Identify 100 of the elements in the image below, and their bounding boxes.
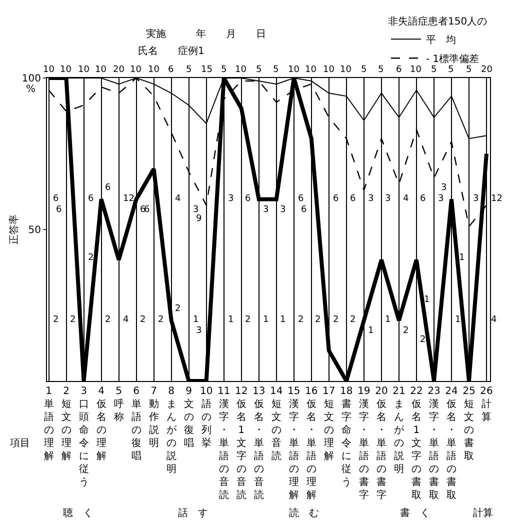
x-tick-label: 9 文の復唱 [184,386,194,449]
annotation: 6 [105,183,111,193]
text: 5 [378,65,384,75]
text: 10 [235,65,247,75]
x-tick-label: 5 呼称 [114,386,124,423]
annotation: 9 [196,214,202,224]
category-label: 15 漢字・単語の理解 [288,386,300,501]
annotation: 2 [105,315,111,325]
text: 10 [60,65,72,75]
category-label: 19 漢字・単語の書字 [358,386,370,501]
x-tick-label: 21 まんがの説明 [392,386,406,475]
category-label: 16 仮名・単語の理解 [305,386,318,501]
text: 5 [186,65,192,75]
annotation: 12 [123,194,134,204]
x-tick-label: 14 短文の音読 [270,386,283,462]
x-tick-label: 25 短文の書取 [462,386,476,462]
text: 10 [95,65,107,75]
annotation: 1 [263,315,269,325]
text: 10 [78,65,90,75]
legend-label: - 1標準偏差 [426,53,480,66]
annotation: 6 [140,205,146,215]
category-label: 23 漢字・単語の書取 [428,386,440,501]
annotation: 3 [473,194,479,204]
x-tick-label: 8 まんがの説明 [166,386,178,475]
annotation: 6 [88,194,94,204]
category-label: 12 仮名1文字の音読 [234,386,248,501]
annotation: 2 [420,335,426,345]
text: 10 [130,65,142,75]
x-tick-label: 10 語の列挙 [200,386,213,449]
text: 5 [431,65,437,75]
annotation: 4 [403,194,409,204]
annotation: 4 [123,315,129,325]
y-axis-title: 正答率 [8,214,20,244]
annotation: 6 [245,194,251,204]
text: % [26,84,36,95]
annotation: 1 [459,253,465,263]
annotation: 6 [53,194,59,204]
category-label: 13 仮名・単語の音読 [252,386,266,501]
x-tick-label: 4 仮名の理解 [96,386,106,462]
annotation: 3 [228,194,234,204]
annotation: 3 [196,326,202,336]
x-tick-label: 7 動作説明 [148,386,159,449]
category-label: 22 仮名1文字の書取 [410,386,423,501]
text: 聴 く [63,507,93,519]
annotation: 2 [245,315,251,325]
annotation: 2 [53,315,59,325]
text: 20 [481,65,493,75]
category-label: 11 漢字・単語の音読 [217,386,230,501]
annotation: 6 [350,194,356,204]
annotation: 3 [368,194,374,204]
text: 5 [466,65,472,75]
annotation: 2 [298,315,304,325]
category-label: 20 仮名・単語の書字 [375,386,388,501]
annotation: 4 [175,194,181,204]
annotation: 3 [385,194,391,204]
annotation: 1 [455,315,461,325]
annotation: 2 [140,315,146,325]
x-tick-label: 3 口頭命令に従う [78,386,89,488]
text: 5 [448,65,454,75]
annotation: 6 [144,205,150,215]
text: 10 [305,65,317,75]
annotation: 4 [491,315,497,325]
annotation: 2 [315,315,321,325]
x-tick-label: 18 書字命令に従う [340,386,353,488]
y-tick-label: 100 [22,74,41,84]
text: 項目 [10,438,30,449]
text: 10 [43,65,55,75]
annotation: 2 [88,253,94,263]
text: 15 [201,65,212,75]
text: 5 [221,65,227,75]
annotation: 1 [385,315,391,325]
annotation: 1 [424,295,430,305]
annotation: 1 [228,315,234,325]
annotation: 6 [420,194,426,204]
annotation: 1 [368,326,374,336]
category-label: 24 仮名・単語の書取 [445,386,458,501]
text: 実施 年 月 日 [146,28,266,40]
annotation: 3 [280,205,286,215]
annotation: 1 [193,315,199,325]
annotation: 6 [333,194,339,204]
text: 20 [113,65,125,75]
annotation: 3 [193,205,199,215]
text: 5 [273,65,279,75]
x-tick-label: 2 短文の理解 [61,386,72,462]
annotation: 3 [438,194,444,204]
text: 10 [410,65,422,75]
annotation: 2 [70,315,76,325]
legend-title: 非失語症患者150人の [388,16,488,28]
annotation: 3 [441,183,447,193]
annotation: 2 [350,315,356,325]
x-tick-label: 1 単語の理解 [44,386,54,462]
text: 書 く [400,507,430,519]
y-tick-label: 50 [28,225,41,236]
text: 話 す [178,507,208,519]
x-tick-label: 17 短文の理解 [322,386,336,462]
annotation: 6 [301,205,307,215]
text: 計算 [473,507,493,519]
annotation: 12 [491,194,502,204]
annotation: 3 [263,205,269,215]
text: 10 [340,65,352,75]
